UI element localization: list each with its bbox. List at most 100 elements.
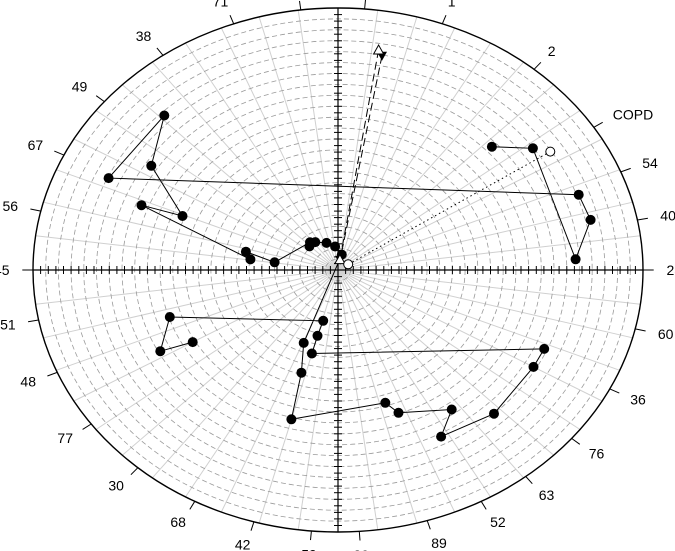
tick-label: 89 bbox=[431, 535, 447, 551]
grid-spoke bbox=[258, 269, 339, 524]
grid-spoke bbox=[35, 235, 339, 271]
edge-tick bbox=[609, 388, 620, 394]
data-point bbox=[545, 146, 556, 157]
tick-label: 2 bbox=[548, 43, 556, 59]
grid-spoke bbox=[337, 169, 620, 271]
data-point bbox=[155, 346, 166, 357]
edge-tick bbox=[250, 521, 255, 531]
grid-spoke bbox=[185, 269, 339, 498]
edge-tick bbox=[480, 501, 487, 510]
edge-tick bbox=[82, 423, 92, 430]
tick-label: 30 bbox=[108, 478, 124, 494]
data-point bbox=[585, 214, 596, 225]
edge-tick bbox=[130, 467, 139, 476]
tick-label: 1 bbox=[448, 0, 456, 10]
data-point bbox=[318, 315, 329, 326]
data-point bbox=[177, 211, 188, 221]
grid-spoke bbox=[337, 269, 418, 524]
tick-label: 60 bbox=[658, 326, 674, 342]
chart-axes bbox=[22, 0, 654, 541]
tick-label: 42 bbox=[235, 537, 251, 551]
tick-label: 45 bbox=[0, 262, 10, 278]
data-point bbox=[527, 143, 538, 154]
edge-tick bbox=[358, 531, 361, 541]
data-point bbox=[269, 257, 280, 268]
edge-tick bbox=[28, 319, 39, 323]
tick-label: 63 bbox=[539, 487, 555, 503]
edge-tick bbox=[635, 328, 646, 332]
data-point bbox=[380, 397, 391, 408]
tick-label: 77 bbox=[57, 430, 73, 446]
tick-label: 36 bbox=[630, 392, 646, 408]
tick-label: 49 bbox=[72, 78, 88, 94]
edge-tick bbox=[310, 530, 312, 541]
data-point bbox=[372, 43, 385, 55]
data-point bbox=[321, 237, 332, 248]
edge-tick bbox=[30, 208, 41, 212]
data-point bbox=[330, 241, 341, 252]
edge-tick bbox=[525, 476, 533, 485]
data-point bbox=[240, 246, 251, 257]
data-point bbox=[310, 237, 321, 248]
data-point bbox=[528, 361, 539, 372]
data-point bbox=[245, 254, 256, 265]
data-point bbox=[489, 408, 499, 419]
tick-label: 67 bbox=[28, 137, 44, 153]
data-point bbox=[486, 141, 497, 152]
data-point bbox=[312, 330, 323, 341]
grid-spoke bbox=[337, 61, 525, 271]
edge-tick bbox=[426, 520, 431, 530]
data-point bbox=[393, 407, 404, 418]
tick-label: 40 bbox=[660, 208, 675, 224]
data-point bbox=[136, 200, 147, 211]
data-point bbox=[573, 189, 584, 200]
series-line bbox=[339, 55, 383, 260]
edge-tick bbox=[229, 15, 235, 24]
data-point bbox=[298, 337, 309, 348]
data-point bbox=[436, 431, 447, 442]
data-point bbox=[296, 367, 307, 378]
tick-label: 54 bbox=[642, 155, 658, 171]
edge-tick bbox=[441, 15, 447, 24]
edge-tick bbox=[620, 167, 631, 173]
series-line bbox=[339, 49, 380, 260]
series-line bbox=[347, 151, 551, 265]
tick-label: 51 bbox=[0, 317, 16, 333]
tick-label: 76 bbox=[589, 446, 605, 462]
grid-spoke bbox=[121, 84, 339, 271]
tick-label: 25 bbox=[667, 262, 675, 278]
data-point bbox=[146, 160, 157, 171]
edge-tick bbox=[571, 437, 581, 445]
tick-label: 59 bbox=[301, 547, 317, 551]
data-point bbox=[446, 404, 457, 415]
data-point bbox=[286, 414, 297, 425]
edge-tick bbox=[54, 150, 65, 156]
tick-label: 56 bbox=[3, 198, 19, 214]
edge-tick bbox=[95, 95, 105, 103]
edge-tick bbox=[189, 501, 196, 510]
edge-tick bbox=[299, 0, 302, 11]
tick-label: 38 bbox=[136, 28, 152, 44]
edge-tick bbox=[47, 371, 58, 377]
edge-tick bbox=[593, 121, 603, 128]
grid-spoke bbox=[337, 269, 603, 402]
tick-label: 68 bbox=[170, 514, 186, 530]
data-point bbox=[539, 343, 550, 354]
edge-tick bbox=[156, 47, 164, 56]
edge-tick bbox=[533, 61, 542, 70]
data-point bbox=[103, 173, 114, 184]
group-label: COPD bbox=[613, 107, 653, 123]
data-point bbox=[187, 337, 198, 348]
tick-label: 29 bbox=[353, 547, 369, 551]
grid-spoke bbox=[337, 269, 491, 498]
edge-tick bbox=[364, 0, 366, 10]
data-point bbox=[570, 254, 581, 265]
edge-tick bbox=[637, 217, 648, 221]
tick-label: 48 bbox=[20, 374, 36, 390]
data-point bbox=[159, 110, 170, 121]
data-point bbox=[343, 259, 354, 270]
grid-spoke bbox=[337, 138, 603, 271]
tick-label: 71 bbox=[213, 0, 229, 10]
